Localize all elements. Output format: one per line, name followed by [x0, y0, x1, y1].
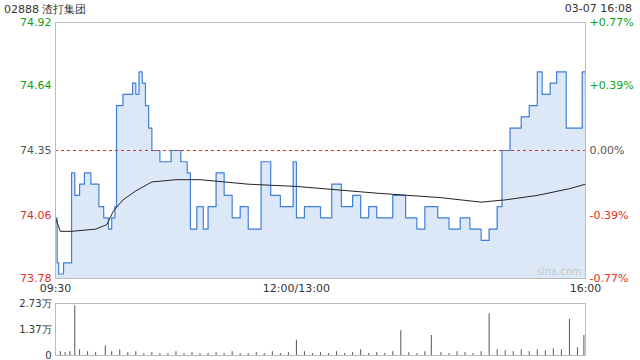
svg-text:09:30: 09:30	[40, 282, 72, 295]
svg-text:-0.39%: -0.39%	[590, 209, 629, 222]
svg-text:16:00: 16:00	[570, 282, 602, 295]
svg-text:-0.77%: -0.77%	[590, 272, 629, 285]
svg-text:74.06: 74.06	[20, 209, 52, 222]
svg-text:74.92: 74.92	[20, 16, 52, 29]
svg-text:74.64: 74.64	[20, 79, 52, 92]
svg-text:sina.com: sina.com	[537, 266, 582, 277]
svg-text:0.00%: 0.00%	[590, 144, 625, 157]
svg-text:+0.39%: +0.39%	[590, 79, 634, 92]
html-text:03-07 16:08: 03-07 16:08	[564, 2, 632, 15]
svg-text:1.37万: 1.37万	[19, 324, 51, 335]
svg-text:+0.77%: +0.77%	[590, 16, 634, 29]
svg-text:74.35: 74.35	[20, 144, 52, 157]
svg-text:2.73万: 2.73万	[19, 298, 51, 309]
svg-text:73.78: 73.78	[20, 272, 52, 285]
html-text:02888 渣打集团: 02888 渣打集团	[4, 3, 87, 16]
svg-text:0: 0	[45, 350, 51, 360]
svg-text:12:00/13:00: 12:00/13:00	[263, 282, 330, 295]
